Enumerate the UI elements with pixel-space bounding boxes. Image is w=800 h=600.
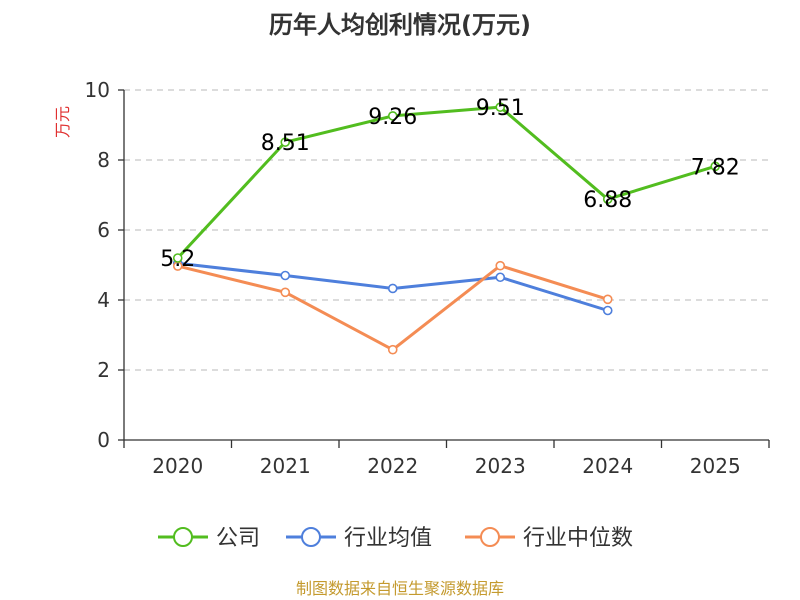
data-label: 5.2 bbox=[160, 247, 195, 272]
x-tick-label: 2022 bbox=[367, 454, 418, 478]
y-tick-label: 0 bbox=[97, 428, 110, 452]
data-point bbox=[280, 287, 291, 298]
data-labels: 5.2 8.51 9.26 9.51 6.88 7.82 bbox=[160, 96, 739, 272]
x-tick-label: 2021 bbox=[260, 454, 311, 478]
legend: 公司 行业均值 行业中位数 bbox=[158, 526, 633, 551]
legend-label: 公司 bbox=[216, 526, 260, 551]
data-point bbox=[280, 270, 291, 281]
data-point bbox=[280, 137, 291, 147]
legend-label: 行业均值 bbox=[344, 526, 432, 551]
x-tick-label: 2024 bbox=[582, 454, 633, 478]
series-industry_median bbox=[172, 260, 613, 355]
data-point bbox=[172, 253, 183, 263]
grid-lines bbox=[124, 89, 769, 371]
x-tick-label: 2023 bbox=[475, 454, 526, 478]
data-point bbox=[602, 194, 613, 204]
series-industry_avg bbox=[172, 258, 613, 316]
data-label: 9.51 bbox=[476, 96, 525, 121]
data-point bbox=[387, 283, 398, 294]
legend-marker bbox=[480, 527, 500, 547]
x-tick-label: 2020 bbox=[152, 454, 203, 478]
data-label: 9.26 bbox=[368, 105, 417, 130]
legend-item-company: 公司 bbox=[158, 526, 260, 551]
y-tick-label: 6 bbox=[97, 218, 110, 242]
legend-marker bbox=[173, 527, 193, 547]
series-layer bbox=[172, 102, 721, 355]
chart-title: 历年人均创利情况(万元) bbox=[269, 11, 531, 39]
legend-item-industry_avg: 行业均值 bbox=[286, 526, 432, 551]
data-point bbox=[602, 294, 613, 305]
data-point bbox=[495, 260, 506, 271]
series-company bbox=[172, 102, 721, 263]
data-point bbox=[387, 111, 398, 121]
legend-marker bbox=[301, 527, 321, 547]
data-point bbox=[495, 102, 506, 112]
source-note: 制图数据来自恒生聚源数据库 bbox=[296, 579, 504, 598]
data-label: 8.51 bbox=[261, 131, 310, 156]
legend-label: 行业中位数 bbox=[523, 526, 633, 551]
data-label: 6.88 bbox=[583, 188, 632, 213]
data-point bbox=[387, 344, 398, 355]
x-tick-label: 2025 bbox=[690, 454, 741, 478]
data-point bbox=[602, 305, 613, 316]
data-point bbox=[710, 161, 721, 172]
legend-item-industry_median: 行业中位数 bbox=[465, 526, 633, 551]
series-line bbox=[176, 105, 716, 260]
y-tick-label: 2 bbox=[97, 358, 110, 382]
axes: 0 2 4 6 8 10 2020 2021 2022 2023 2024 2025 bbox=[85, 78, 770, 478]
data-label: 7.82 bbox=[691, 155, 740, 180]
y-tick-label: 8 bbox=[97, 148, 110, 172]
data-point bbox=[495, 272, 506, 283]
y-axis-label: 万元 bbox=[53, 106, 72, 138]
series-line bbox=[177, 264, 609, 352]
y-tick-label: 4 bbox=[97, 288, 110, 312]
y-tick-label: 10 bbox=[85, 78, 110, 102]
